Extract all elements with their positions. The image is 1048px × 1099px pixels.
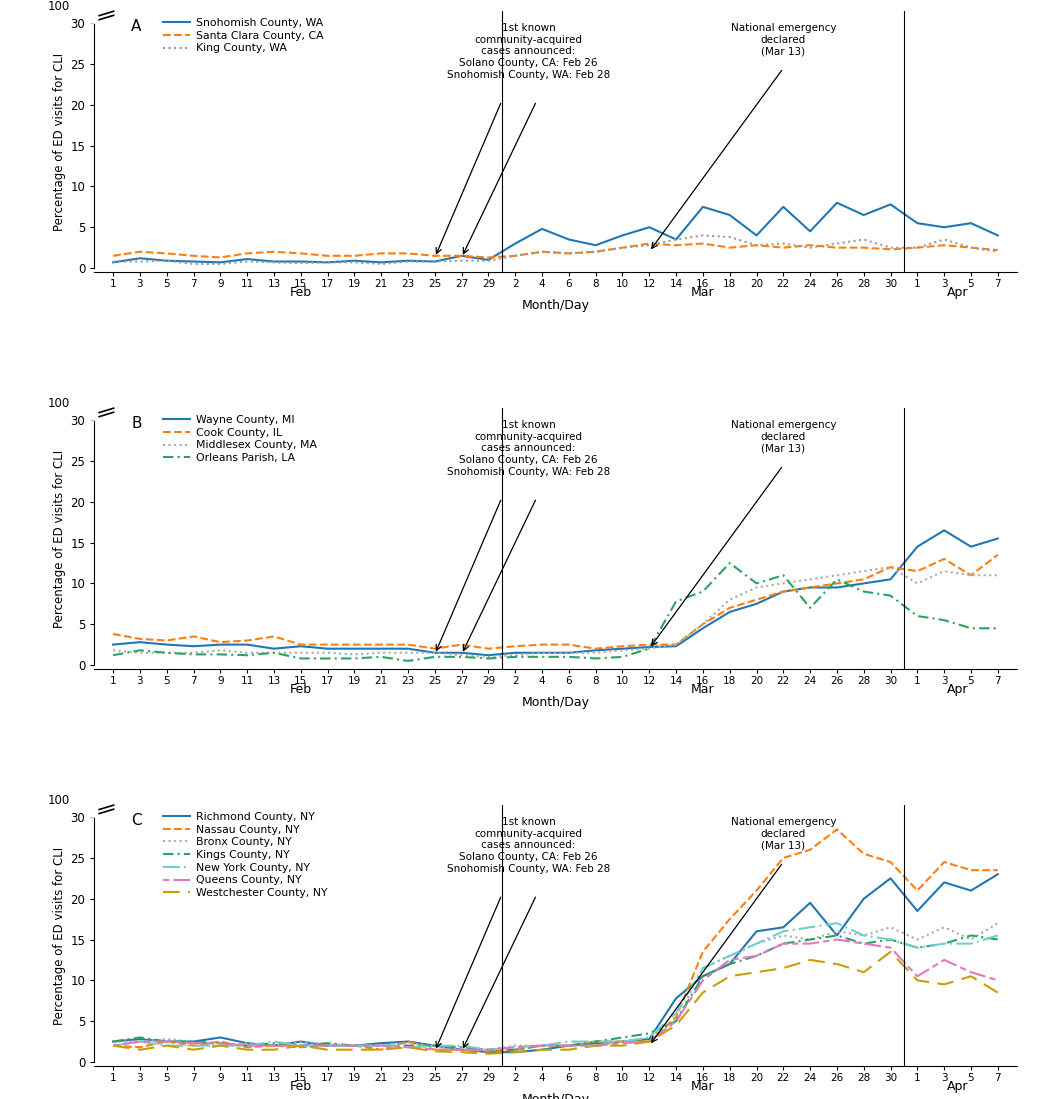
Legend: Snohomish County, WA, Santa Clara County, CA, King County, WA: Snohomish County, WA, Santa Clara County… xyxy=(159,13,328,57)
Text: 1st known
community-acquired
cases announced:
Solano County, CA: Feb 26
Snohomis: 1st known community-acquired cases annou… xyxy=(447,23,610,79)
Text: Month/Day: Month/Day xyxy=(522,1092,589,1099)
Text: National emergency
declared
(Mar 13): National emergency declared (Mar 13) xyxy=(730,23,836,56)
Text: Feb: Feb xyxy=(289,1080,312,1092)
Text: Month/Day: Month/Day xyxy=(522,299,589,312)
Text: Apr: Apr xyxy=(946,1080,968,1092)
Text: National emergency
declared
(Mar 13): National emergency declared (Mar 13) xyxy=(730,420,836,454)
Legend: Wayne County, MI, Cook County, IL, Middlesex County, MA, Orleans Parish, LA: Wayne County, MI, Cook County, IL, Middl… xyxy=(159,411,321,467)
Text: Mar: Mar xyxy=(691,1080,715,1092)
Text: Apr: Apr xyxy=(946,682,968,696)
Text: 100: 100 xyxy=(48,398,70,410)
Text: Feb: Feb xyxy=(289,682,312,696)
Text: Month/Day: Month/Day xyxy=(522,696,589,709)
Text: Mar: Mar xyxy=(691,682,715,696)
Text: 100: 100 xyxy=(48,0,70,13)
Text: B: B xyxy=(131,415,141,431)
Text: Mar: Mar xyxy=(691,286,715,299)
Text: 1st known
community-acquired
cases announced:
Solano County, CA: Feb 26
Snohomis: 1st known community-acquired cases annou… xyxy=(447,420,610,477)
Text: 100: 100 xyxy=(48,795,70,808)
Text: 1st known
community-acquired
cases announced:
Solano County, CA: Feb 26
Snohomis: 1st known community-acquired cases annou… xyxy=(447,818,610,874)
Text: A: A xyxy=(131,19,141,34)
Y-axis label: Percentage of ED visits for CLI: Percentage of ED visits for CLI xyxy=(53,846,66,1024)
Text: C: C xyxy=(131,813,141,828)
Text: Feb: Feb xyxy=(289,286,312,299)
Legend: Richmond County, NY, Nassau County, NY, Bronx County, NY, Kings County, NY, New : Richmond County, NY, Nassau County, NY, … xyxy=(159,808,331,902)
Y-axis label: Percentage of ED visits for CLI: Percentage of ED visits for CLI xyxy=(53,53,66,231)
Text: National emergency
declared
(Mar 13): National emergency declared (Mar 13) xyxy=(730,818,836,851)
Text: Apr: Apr xyxy=(946,286,968,299)
Y-axis label: Percentage of ED visits for CLI: Percentage of ED visits for CLI xyxy=(53,449,66,628)
